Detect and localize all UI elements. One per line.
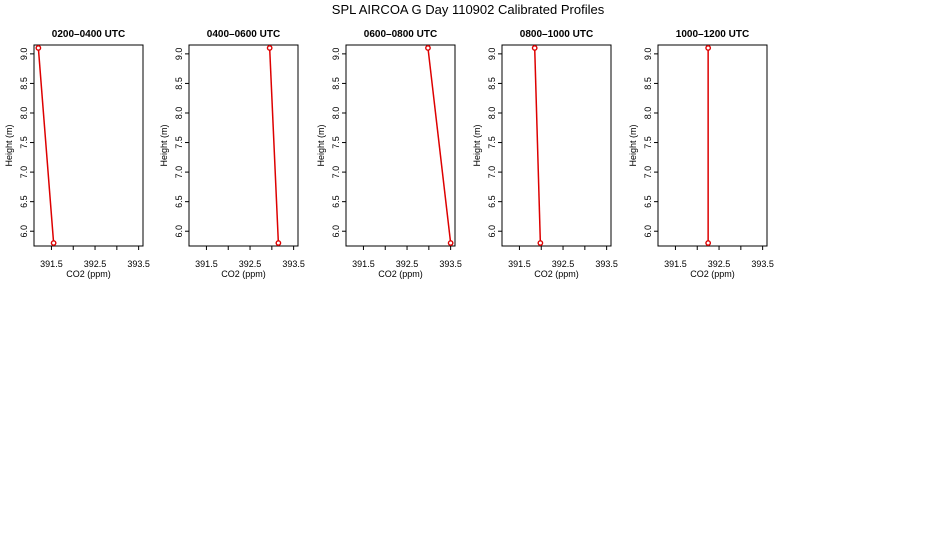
x-tick-label: 393.5 [595, 259, 618, 269]
x-tick-label: 393.5 [127, 259, 150, 269]
data-point [266, 45, 273, 51]
y-tick-label: 8.5 [174, 77, 184, 90]
x-tick-label: 393.5 [282, 259, 305, 269]
data-point [425, 45, 431, 51]
data-point [275, 240, 282, 246]
y-tick-label: 7.0 [331, 166, 341, 179]
data-point [50, 240, 57, 246]
data-point [705, 45, 712, 51]
data-point [537, 240, 544, 246]
panel-4: 0800–1000 UTC 391.5 392.5 393.5 6.0 6.5 7.0 7.5… [472, 29, 618, 279]
y-tick-label: 7.5 [331, 136, 341, 149]
y-tick-label: 6.5 [174, 195, 184, 208]
y-tick-label: 7.5 [487, 136, 497, 149]
y-tick-label: 6.0 [487, 225, 497, 238]
x-axis-label: CO2 (ppm) [534, 269, 579, 279]
plot-frame [501, 44, 612, 247]
y-tick-label: 8.5 [331, 77, 341, 90]
y-tick-label: 9.0 [487, 48, 497, 61]
x-tick-label: 392.5 [552, 259, 575, 269]
plot-frame [345, 44, 456, 247]
y-tick-label: 7.5 [174, 136, 184, 149]
data-point [447, 240, 454, 246]
x-tick-label: 391.5 [664, 259, 687, 269]
panel-title: 0600–0800 UTC [364, 29, 437, 40]
x-axis-label: CO2 (ppm) [378, 269, 423, 279]
y-tick-label: 9.0 [331, 48, 341, 61]
y-tick-label: 6.5 [643, 195, 653, 208]
series-line [427, 47, 452, 244]
plot-frame [657, 44, 768, 247]
panel-title: 0800–1000 UTC [520, 29, 593, 40]
data-point [531, 45, 538, 51]
y-tick-label: 8.0 [487, 107, 497, 120]
y-tick-label: 7.0 [643, 166, 653, 179]
figure-title: SPL AIRCOA G Day 110902 Calibrated Profi… [332, 2, 605, 17]
y-tick-label: 9.0 [174, 48, 184, 61]
y-tick-label: 7.5 [643, 136, 653, 149]
y-axis-label: Height (m) [628, 124, 638, 166]
y-tick-label: 8.0 [643, 107, 653, 120]
y-tick-label: 8.5 [19, 77, 29, 90]
y-tick-label: 8.0 [174, 107, 184, 120]
y-axis-label: Height (m) [4, 124, 14, 166]
x-tick-label: 391.5 [195, 259, 218, 269]
y-tick-label: 8.0 [331, 107, 341, 120]
x-axis-label: CO2 (ppm) [66, 269, 111, 279]
y-tick-label: 7.0 [487, 166, 497, 179]
x-tick-label: 392.5 [239, 259, 262, 269]
y-tick-label: 7.5 [19, 136, 29, 149]
plot-frame [188, 44, 299, 247]
y-tick-label: 8.5 [643, 77, 653, 90]
x-tick-label: 393.5 [751, 259, 774, 269]
x-tick-label: 391.5 [352, 259, 375, 269]
panel-title: 0400–0600 UTC [207, 29, 280, 40]
y-tick-label: 7.0 [174, 166, 184, 179]
y-tick-label: 6.0 [643, 225, 653, 238]
x-tick-label: 392.5 [396, 259, 419, 269]
y-axis-label: Height (m) [159, 124, 169, 166]
panel-3: 0600–0800 UTC 391.5 392.5 393.5 6.0 6.5 7.0 7.5… [316, 29, 462, 279]
y-tick-label: 6.5 [487, 195, 497, 208]
y-axis-label: Height (m) [316, 124, 326, 166]
y-tick-label: 6.0 [19, 225, 29, 238]
y-tick-label: 6.5 [331, 195, 341, 208]
y-tick-label: 9.0 [643, 48, 653, 61]
x-axis-label: CO2 (ppm) [221, 269, 266, 279]
panel-5: 1000–1200 UTC 391.5 392.5 393.5 6.0 6.5 7.0 7.5… [628, 29, 774, 279]
series-line [533, 47, 542, 244]
x-tick-label: 392.5 [84, 259, 107, 269]
panels: 0200–0400 UTC 391.5 392.5 393.5 6.0 6.5 7.0 7.5… [4, 29, 774, 279]
panel-title: 0200–0400 UTC [52, 29, 125, 40]
y-tick-label: 8.0 [19, 107, 29, 120]
series-line [268, 47, 280, 244]
panel-2: 0400–0600 UTC 391.5 392.5 393.5 6.0 6.5 7.0 7.5… [159, 29, 305, 279]
y-tick-label: 6.0 [331, 225, 341, 238]
y-tick-label: 6.0 [174, 225, 184, 238]
data-point [705, 240, 712, 246]
data-point [35, 45, 42, 51]
y-axis-label: Height (m) [472, 124, 482, 166]
y-tick-label: 9.0 [19, 48, 29, 61]
panel-1: 0200–0400 UTC 391.5 392.5 393.5 6.0 6.5 7.0 7.5… [4, 29, 150, 279]
x-axis-label: CO2 (ppm) [690, 269, 735, 279]
x-tick-label: 392.5 [708, 259, 731, 269]
x-tick-label: 391.5 [40, 259, 63, 269]
x-tick-label: 393.5 [439, 259, 462, 269]
series-line [37, 47, 55, 244]
x-tick-label: 391.5 [508, 259, 531, 269]
y-tick-label: 7.0 [19, 166, 29, 179]
plot-frame [33, 44, 144, 247]
y-tick-label: 6.5 [19, 195, 29, 208]
y-tick-label: 8.5 [487, 77, 497, 90]
panel-title: 1000–1200 UTC [676, 29, 749, 40]
